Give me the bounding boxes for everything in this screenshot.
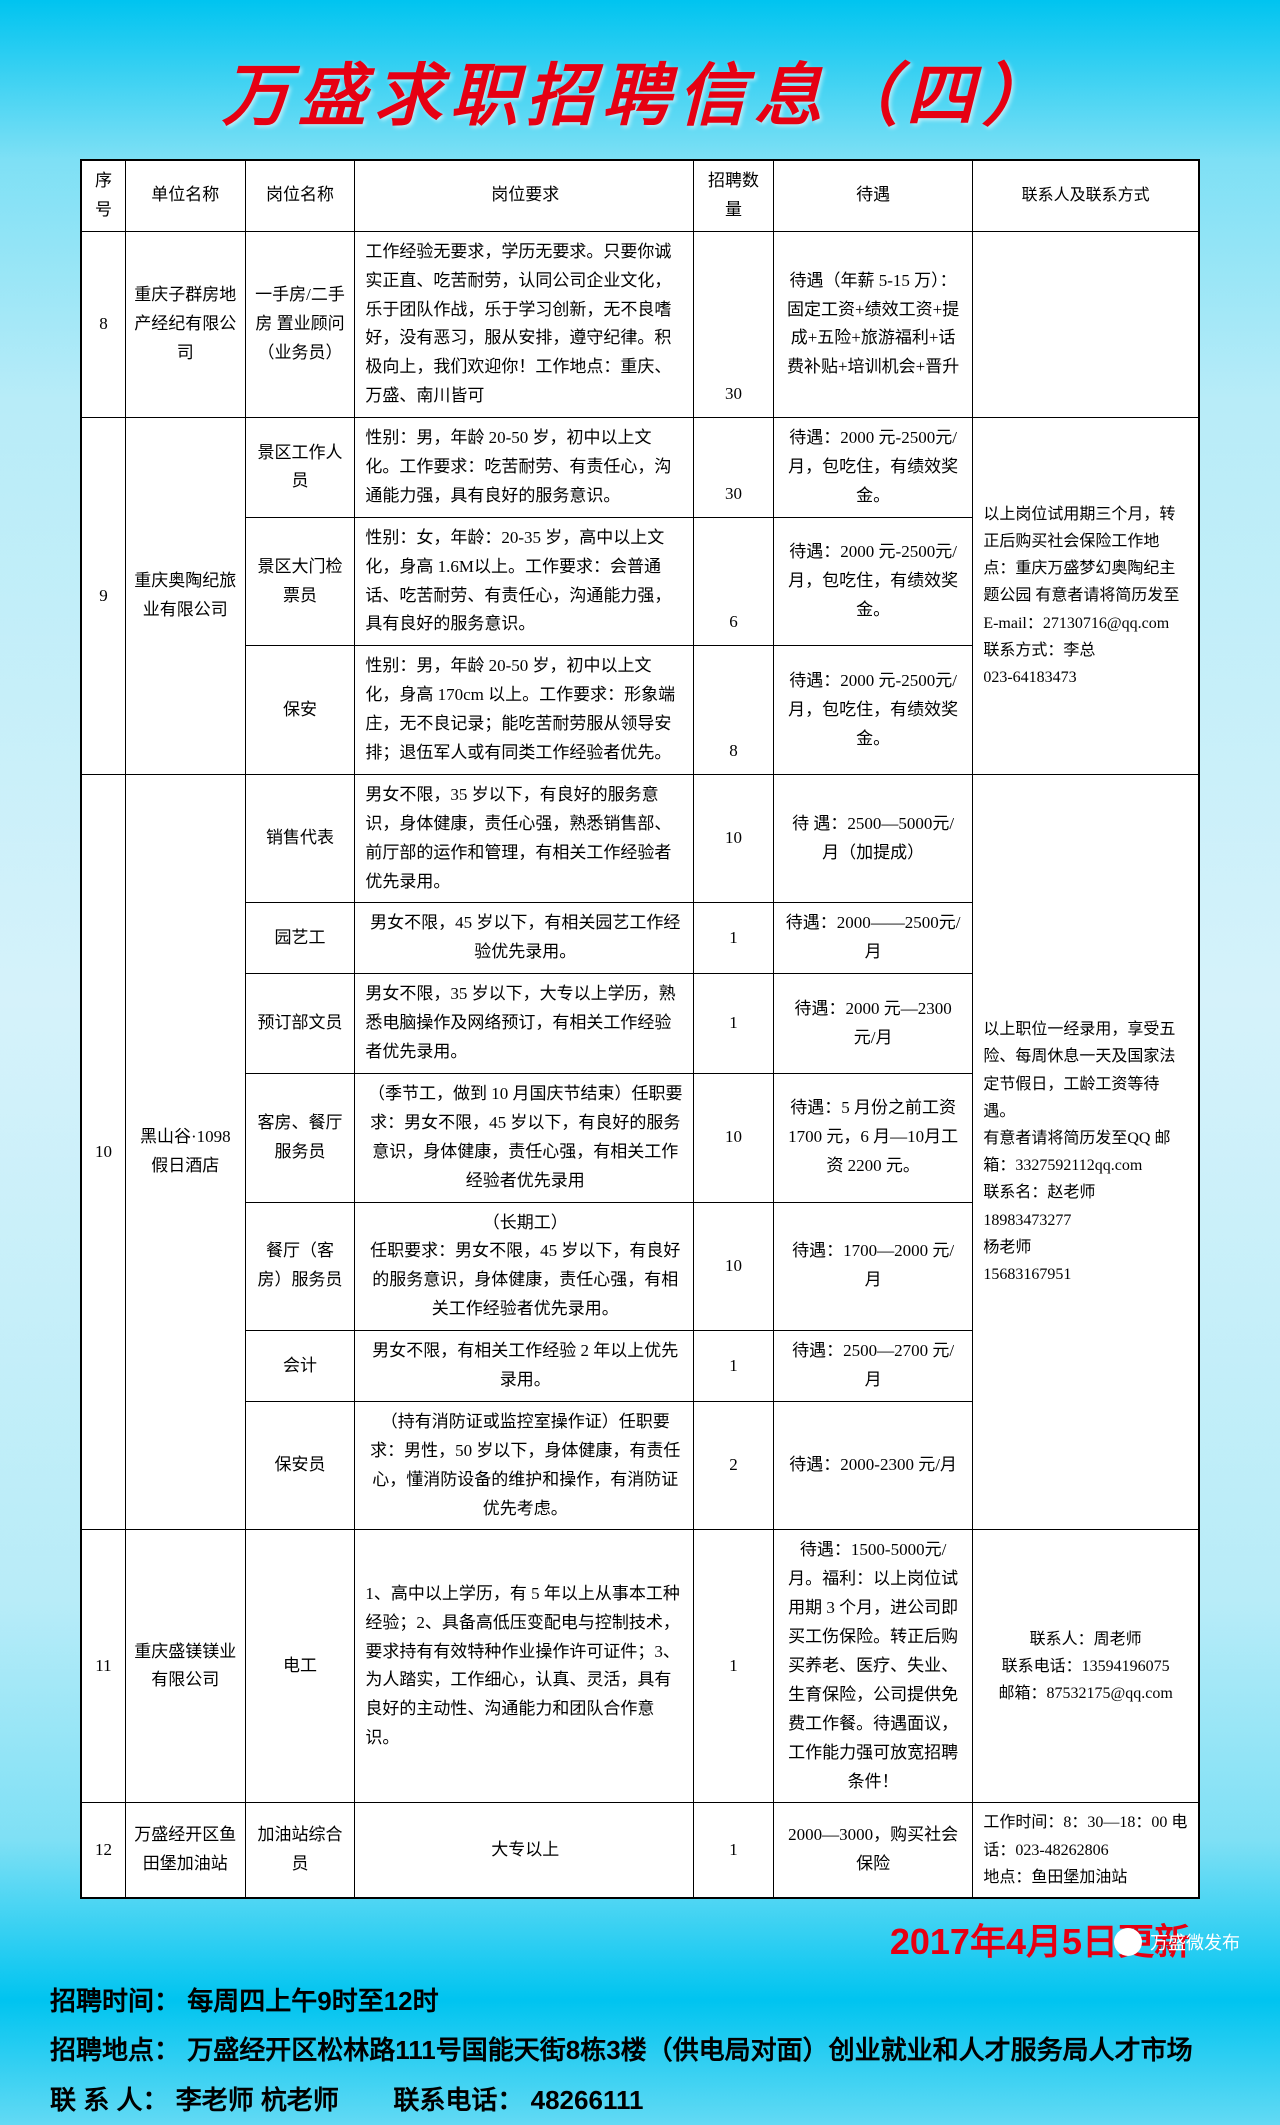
cell-req: 男女不限，有相关工作经验 2 年以上优先录用。 [355, 1331, 694, 1402]
cell-req: 男女不限，45 岁以下，有相关园艺工作经验优先录用。 [355, 903, 694, 974]
cell-position: 加油站综合员 [245, 1803, 355, 1898]
col-count: 招聘数量 [694, 161, 774, 232]
cell-contact: 联系人：周老师 联系电话：13594196075 邮箱：87532175@qq.… [973, 1530, 1199, 1803]
contact-value: 李老师 杭老师 [176, 2085, 339, 2115]
table-row: 10 黑山谷·1098假日酒店 销售代表 男女不限，35 岁以下，有良好的服务意… [82, 774, 1199, 903]
cell-position: 客房、餐厅服务员 [245, 1073, 355, 1202]
cell-seq: 10 [82, 774, 126, 1529]
tel-label: 联系电话： [393, 2085, 523, 2115]
cell-position: 餐厅（客房）服务员 [245, 1202, 355, 1331]
cell-count: 2 [694, 1401, 774, 1530]
cell-count: 10 [694, 774, 774, 903]
watermark: 万盛微发布 [1114, 1928, 1240, 1956]
cell-company: 重庆奥陶纪旅业有限公司 [125, 418, 245, 775]
cell-salary: 待遇：2000 元-2500元/月，包吃住，有绩效奖金。 [773, 418, 972, 518]
update-date: 2017年4月5日更新 [0, 1899, 1280, 1971]
cell-salary: 待遇：2000 元—2300元/月 [773, 974, 972, 1074]
watermark-icon [1114, 1928, 1142, 1956]
cell-position: 景区大门检票员 [245, 517, 355, 646]
col-company: 单位名称 [125, 161, 245, 232]
cell-salary: 待 遇：2500—5000元/月（加提成） [773, 774, 972, 903]
page-title: 万盛求职招聘信息（四） [0, 0, 1280, 159]
cell-position: 销售代表 [245, 774, 355, 903]
cell-req: 大专以上 [355, 1803, 694, 1898]
cell-req: 性别：男，年龄 20-50 岁，初中以上文化。工作要求：吃苦耐劳、有责任心，沟通… [355, 418, 694, 518]
recruitment-table: 序号 单位名称 岗位名称 岗位要求 招聘数量 待遇 联系人及联系方式 8 重庆子… [80, 159, 1200, 1899]
col-contact: 联系人及联系方式 [973, 161, 1199, 232]
col-position: 岗位名称 [245, 161, 355, 232]
cell-contact: 以上岗位试用期三个月，转正后购买社会保险工作地点：重庆万盛梦幻奥陶纪主题公园 有… [973, 418, 1199, 775]
cell-count: 6 [694, 517, 774, 646]
cell-count: 1 [694, 903, 774, 974]
cell-position: 电工 [245, 1530, 355, 1803]
col-salary: 待遇 [773, 161, 972, 232]
time-value: 每周四上午9时至12时 [187, 1986, 438, 2016]
cell-position: 预订部文员 [245, 974, 355, 1074]
cell-seq: 8 [82, 231, 126, 417]
col-seq: 序号 [82, 161, 126, 232]
cell-req: 工作经验无要求，学历无要求。只要你诚实正直、吃苦耐劳，认同公司企业文化，乐于团队… [355, 231, 694, 417]
cell-count: 1 [694, 1803, 774, 1898]
cell-count: 10 [694, 1073, 774, 1202]
cell-req: 男女不限，35 岁以下，大专以上学历，熟悉电脑操作及网络预订，有相关工作经验者优… [355, 974, 694, 1074]
table-row: 8 重庆子群房地产经纪有限公司 一手房/二手房 置业顾问（业务员） 工作经验无要… [82, 231, 1199, 417]
tel-value: 48266111 [531, 2085, 644, 2115]
cell-seq: 9 [82, 418, 126, 775]
cell-req: 性别：女，年龄：20-35 岁，高中以上文化，身高 1.6M以上。工作要求：会普… [355, 517, 694, 646]
contact-label: 联 系 人： [50, 2085, 168, 2115]
cell-req: （季节工，做到 10 月国庆节结束）任职要求：男女不限，45 岁以下，有良好的服… [355, 1073, 694, 1202]
cell-position: 一手房/二手房 置业顾问（业务员） [245, 231, 355, 417]
cell-req: （长期工） 任职要求：男女不限，45 岁以下，有良好的服务意识，身体健康，责任心… [355, 1202, 694, 1331]
cell-salary: 待遇：1700—2000 元/月 [773, 1202, 972, 1331]
time-label: 招聘时间： [50, 1986, 180, 2016]
cell-req: 1、高中以上学历，有 5 年以上从事本工种经验；2、具备高低压变配电与控制技术，… [355, 1530, 694, 1803]
cell-salary: 待遇：2000 元-2500元/月，包吃住，有绩效奖金。 [773, 646, 972, 775]
addr-label: 招聘地点： [50, 2035, 180, 2065]
cell-position: 景区工作人员 [245, 418, 355, 518]
cell-salary: 待遇：2000——2500元/月 [773, 903, 972, 974]
cell-count: 1 [694, 974, 774, 1074]
cell-contact: 以上职位一经录用，享受五险、每周休息一天及国家法定节假日，工龄工资等待遇。 有意… [973, 774, 1199, 1529]
cell-count: 30 [694, 231, 774, 417]
cell-company: 万盛经开区鱼田堡加油站 [125, 1803, 245, 1898]
addr-value: 万盛经开区松林路111号国能天街8栋3楼（供电局对面）创业就业和人才服务局人才市… [187, 2035, 1192, 2065]
table-header-row: 序号 单位名称 岗位名称 岗位要求 招聘数量 待遇 联系人及联系方式 [82, 161, 1199, 232]
cell-salary: 2000—3000，购买社会保险 [773, 1803, 972, 1898]
cell-position: 保安员 [245, 1401, 355, 1530]
table-row: 9 重庆奥陶纪旅业有限公司 景区工作人员 性别：男，年龄 20-50 岁，初中以… [82, 418, 1199, 518]
col-req: 岗位要求 [355, 161, 694, 232]
cell-company: 重庆盛镁镁业有限公司 [125, 1530, 245, 1803]
watermark-text: 万盛微发布 [1150, 1929, 1240, 1955]
cell-seq: 11 [82, 1530, 126, 1803]
cell-contact [973, 231, 1199, 417]
cell-contact: 工作时间：8：30—18：00 电话：023-48262806 地点：鱼田堡加油… [973, 1803, 1199, 1898]
cell-count: 30 [694, 418, 774, 518]
cell-seq: 12 [82, 1803, 126, 1898]
cell-salary: 待遇（年薪 5-15 万）：固定工资+绩效工资+提成+五险+旅游福利+话费补贴+… [773, 231, 972, 417]
cell-company: 黑山谷·1098假日酒店 [125, 774, 245, 1529]
footer-info: 招聘时间： 每周四上午9时至12时 招聘地点： 万盛经开区松林路111号国能天街… [0, 1971, 1280, 2125]
cell-req: 男女不限，35 岁以下，有良好的服务意识，身体健康，责任心强，熟悉销售部、前厅部… [355, 774, 694, 903]
cell-company: 重庆子群房地产经纪有限公司 [125, 231, 245, 417]
cell-salary: 待遇：2000-2300 元/月 [773, 1401, 972, 1530]
cell-position: 园艺工 [245, 903, 355, 974]
cell-count: 1 [694, 1530, 774, 1803]
cell-salary: 待遇：2000 元-2500元/月，包吃住，有绩效奖金。 [773, 517, 972, 646]
cell-req: （持有消防证或监控室操作证）任职要求：男性，50 岁以下，身体健康，有责任心，懂… [355, 1401, 694, 1530]
cell-count: 8 [694, 646, 774, 775]
cell-req: 性别：男，年龄 20-50 岁，初中以上文化，身高 170cm 以上。工作要求：… [355, 646, 694, 775]
table-row: 11 重庆盛镁镁业有限公司 电工 1、高中以上学历，有 5 年以上从事本工种经验… [82, 1530, 1199, 1803]
cell-salary: 待遇：5 月份之前工资 1700 元，6 月—10月工资 2200 元。 [773, 1073, 972, 1202]
cell-position: 会计 [245, 1331, 355, 1402]
cell-position: 保安 [245, 646, 355, 775]
cell-salary: 待遇：2500—2700 元/月 [773, 1331, 972, 1402]
cell-count: 10 [694, 1202, 774, 1331]
cell-salary: 待遇：1500-5000元/月。福利：以上岗位试用期 3 个月，进公司即买工伤保… [773, 1530, 972, 1803]
cell-count: 1 [694, 1331, 774, 1402]
table-row: 12 万盛经开区鱼田堡加油站 加油站综合员 大专以上 1 2000—3000，购… [82, 1803, 1199, 1898]
